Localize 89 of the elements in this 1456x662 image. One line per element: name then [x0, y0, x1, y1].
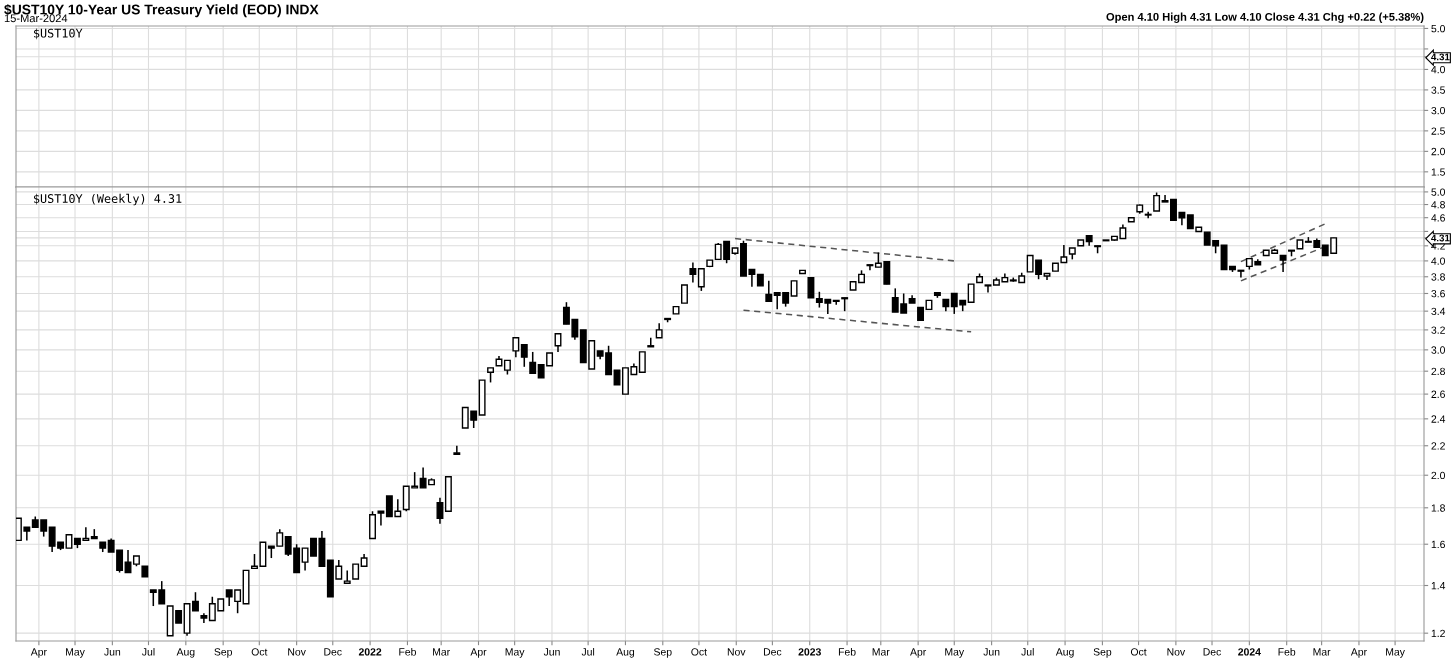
x-tick-label: May [945, 648, 965, 658]
x-tick-label: Sep [1093, 648, 1112, 658]
y-tick-label: 2.4 [1431, 415, 1446, 423]
x-tick-label: Feb [399, 647, 416, 656]
y-tick-label: 3.5 [1431, 86, 1445, 94]
x-tick-label: Apr [470, 648, 487, 658]
candlestick [512, 336, 520, 358]
candlestick [1237, 269, 1245, 279]
y-tick-label: 2.8 [1431, 367, 1445, 376]
x-tick-label: Dec [763, 648, 782, 656]
y-tick-label: 1.6 [1431, 540, 1445, 549]
y-tick-label: 3.2 [1431, 326, 1445, 334]
candlestick [377, 510, 385, 527]
candlestick [765, 280, 773, 303]
x-tick-label: May [66, 648, 85, 658]
candlestick [697, 267, 705, 292]
candlestick [647, 336, 655, 348]
candlestick [967, 283, 975, 303]
candlestick [866, 264, 874, 272]
y-tick-label: 2.0 [1431, 471, 1446, 480]
x-tick-label: 2022 [358, 648, 382, 656]
x-tick-label: Jun [983, 648, 1000, 656]
annotation: $UST10Y (Weekly) 4.31 [33, 193, 182, 206]
x-tick-label: Apr [910, 648, 927, 658]
x-tick-label: Aug [616, 648, 635, 658]
candlestick [984, 284, 992, 294]
x-tick-label: Jun [104, 648, 121, 656]
x-tick-label: Dec [324, 648, 342, 656]
x-tick-label: Aug [1055, 648, 1074, 658]
x-tick-label: Feb [1278, 647, 1296, 656]
candlestick [520, 343, 528, 368]
candlestick [453, 444, 461, 456]
y-tick-label: 2.6 [1431, 390, 1445, 398]
candlestick [191, 591, 199, 612]
x-tick-label: Oct [691, 648, 707, 656]
x-tick-label: May [1386, 648, 1405, 658]
y-tick-label: 4.0 [1431, 257, 1446, 265]
y-tick-label: 4.8 [1431, 201, 1445, 209]
x-tick-label: Dec [1203, 648, 1221, 656]
x-tick-label: Mar [433, 648, 450, 656]
x-tick-label: May [505, 648, 525, 658]
x-tick-label: Apr [30, 648, 47, 658]
y-tick-label: 1.2 [1431, 629, 1445, 637]
y-tick-label: 2.5 [1431, 127, 1445, 135]
x-tick-label: 2024 [1238, 648, 1261, 656]
y-tick-label: 1.5 [1431, 168, 1445, 176]
x-tick-label: Jul [1021, 647, 1034, 656]
y-tick-label: 4.0 [1431, 65, 1446, 74]
candlestick [369, 510, 376, 540]
candlestick [529, 351, 537, 375]
x-tick-label: Feb [838, 647, 856, 656]
y-tick-label: 5.0 [1431, 188, 1446, 196]
y-tick-label: 3.0 [1431, 106, 1446, 115]
x-tick-label: Nov [727, 648, 746, 656]
x-tick-label: 2023 [798, 648, 821, 656]
y-tick-label: 3.4 [1431, 307, 1446, 316]
x-tick-label: Jul [141, 647, 155, 656]
x-tick-label: Mar [872, 648, 890, 656]
y-tick-label: 3.6 [1431, 289, 1445, 298]
y-tick-label: 4.31 [1431, 234, 1450, 242]
y-tick-label: 3.0 [1431, 346, 1446, 354]
candlestick [124, 549, 132, 574]
candlestick [1153, 191, 1161, 212]
y-tick-label: 2.0 [1431, 147, 1446, 156]
annotation: $UST10Y [33, 28, 83, 40]
y-tick-label: 1.8 [1431, 504, 1445, 512]
candlestick [343, 569, 351, 585]
x-tick-label: Jul [581, 647, 595, 656]
y-tick-label: 3.8 [1431, 273, 1445, 281]
candlestick [689, 261, 697, 284]
x-tick-label: Oct [1130, 648, 1147, 656]
y-tick-label: 1.4 [1431, 582, 1446, 590]
candlestick [638, 351, 646, 373]
x-tick-label: Sep [214, 648, 232, 658]
y-tick-label: 4.6 [1431, 214, 1445, 222]
x-tick-label: Apr [1350, 648, 1367, 658]
y-tick-label: 5.0 [1431, 24, 1446, 33]
x-tick-label: Aug [176, 648, 195, 658]
y-tick-label: 2.2 [1431, 442, 1445, 450]
candlestick [807, 276, 815, 299]
x-tick-label: Mar [1313, 648, 1331, 656]
x-tick-label: Nov [1167, 648, 1186, 656]
x-tick-label: Oct [251, 648, 268, 656]
text: Open 4.10 High 4.31 Low 4.10 Close 4.31 Chg +0.22 (+5.38%) [1106, 12, 1424, 23]
x-tick-label: Nov [288, 648, 306, 656]
x-tick-label: Jun [543, 648, 560, 656]
x-tick-label: Sep [654, 648, 672, 658]
y-tick-label: 4.31 [1431, 53, 1450, 61]
candlestick [681, 284, 688, 304]
